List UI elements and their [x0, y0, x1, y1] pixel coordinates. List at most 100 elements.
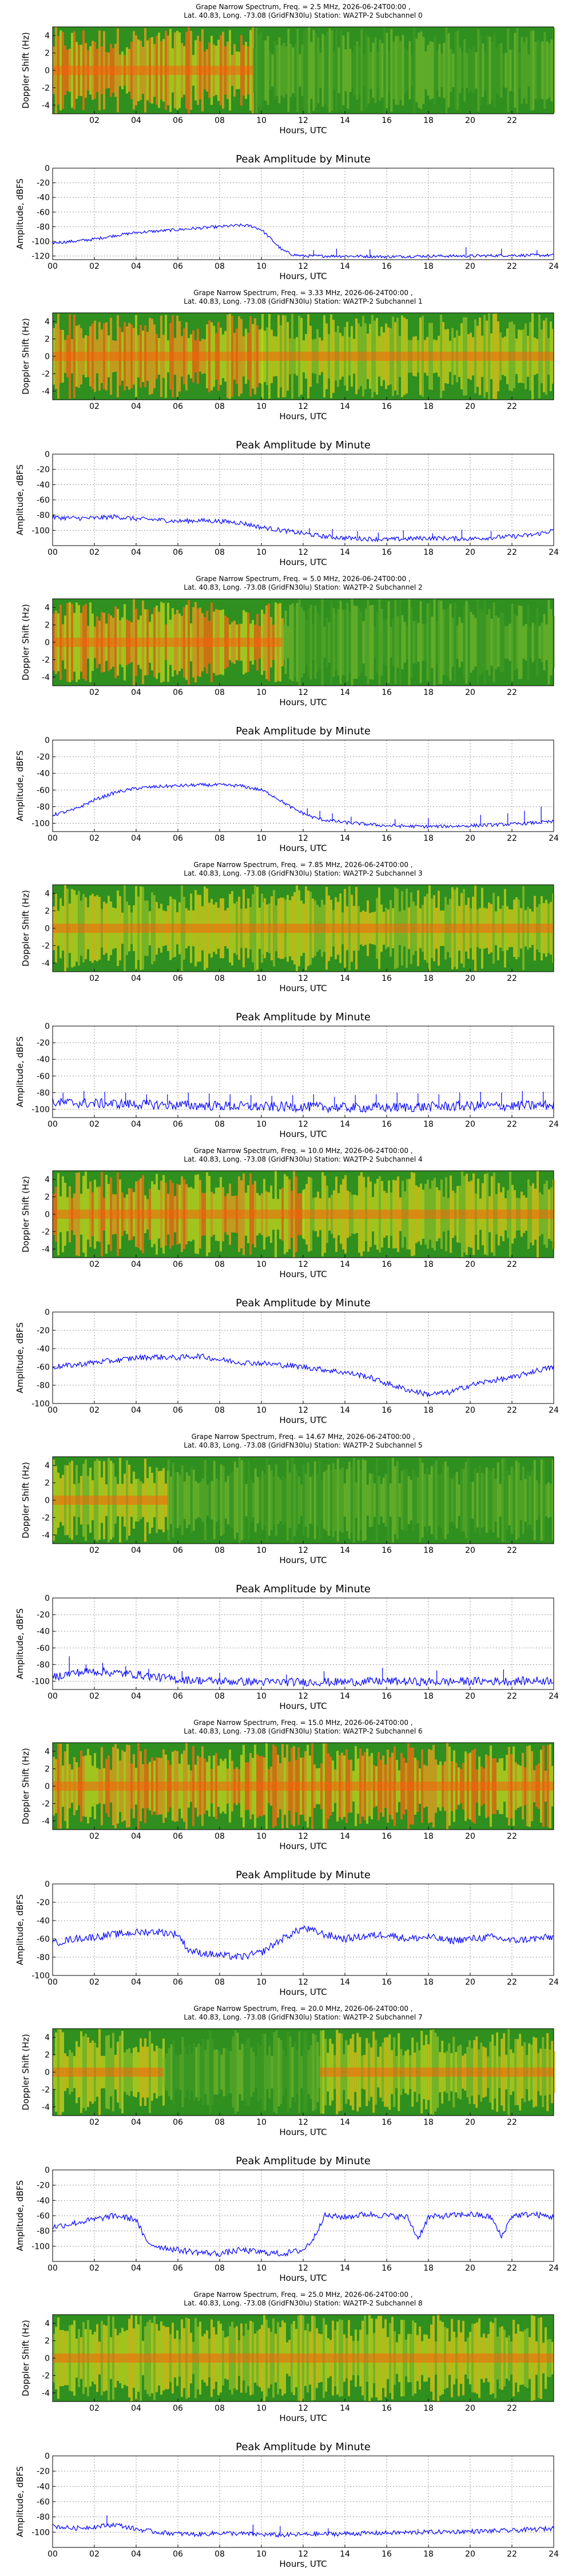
spectrum-cell — [229, 1473, 232, 1527]
x-tick-label: 22 — [507, 2118, 517, 2127]
spectrum-cell — [284, 610, 287, 674]
x-tick-label: 18 — [423, 2118, 434, 2127]
spectrum-cell — [535, 1480, 538, 1520]
y-tick-label: 4 — [45, 31, 50, 41]
spectrum-cell — [305, 619, 308, 665]
spectrum-cell — [307, 608, 310, 677]
x-axis-label: Hours, UTC — [279, 1555, 327, 1565]
x-tick-label: 14 — [340, 1832, 350, 1841]
spectrum-cell — [194, 1481, 197, 1520]
x-tick-label: 18 — [423, 1120, 434, 1129]
spectrum-cell — [438, 600, 440, 685]
x-tick-label: 14 — [340, 834, 350, 843]
spectrum-cell — [374, 627, 376, 658]
x-tick-label: 24 — [549, 262, 559, 271]
spectrum-cell — [428, 602, 431, 682]
x-tick-label: 08 — [214, 834, 225, 843]
spectrum-cell — [458, 1484, 460, 1516]
x-tick-label: 16 — [382, 548, 392, 557]
y-tick-label: -20 — [37, 179, 50, 188]
spectrum-cell — [298, 2031, 301, 2113]
y-tick-label: 4 — [45, 603, 50, 613]
x-tick-label: 18 — [423, 1692, 434, 1701]
y-tick-label: 0 — [45, 164, 50, 173]
spectrum-cell — [431, 42, 434, 99]
x-tick-label: 10 — [256, 1406, 267, 1415]
spectrum-cell — [200, 2046, 202, 2098]
spectrum-cell — [337, 609, 340, 676]
spectrum-cell — [451, 1478, 454, 1522]
amplitude-title: Peak Amplitude by Minute — [236, 1583, 371, 1595]
spectrum-cell — [531, 1470, 534, 1531]
spectrum-cell — [275, 1464, 277, 1536]
spectrum-cell — [375, 1458, 378, 1543]
spectrum-cell — [408, 41, 411, 100]
x-axis-label: Hours, UTC — [279, 1415, 327, 1425]
spectrum-cell — [236, 1468, 239, 1533]
spectrum-cell — [269, 51, 272, 90]
spectrum-cell — [284, 2056, 287, 2088]
spectrum-cell — [183, 1481, 186, 1520]
spectrum-cell — [363, 54, 366, 87]
spectrum-cell — [419, 1458, 422, 1543]
y-axis-label: Amplitude, dBFS — [15, 1894, 25, 1965]
spectrum-cell — [300, 2056, 303, 2089]
y-axis-label: Doppler Shift (Hz) — [21, 2034, 31, 2110]
x-tick-label: 16 — [382, 974, 392, 983]
spectrum-cell — [181, 2037, 184, 2108]
spectrum-cell — [378, 1476, 380, 1525]
spectrum-panel: Grape Narrow Spectrum, Freq. = 25.0 MHz,… — [21, 2291, 554, 2423]
spectrum-cell — [537, 39, 539, 101]
spectrum-cell — [287, 29, 290, 112]
spectrum-cell — [348, 611, 351, 673]
x-tick-label: 06 — [173, 1546, 183, 1555]
x-tick-label: 18 — [423, 2550, 434, 2559]
x-tick-label: 10 — [256, 834, 267, 843]
spectrum-cell — [452, 53, 455, 88]
x-tick-label: 20 — [465, 116, 475, 125]
spectrum-cell — [233, 1461, 236, 1539]
spectrum-cell — [471, 1481, 474, 1519]
spectrum-cell — [312, 30, 315, 111]
x-tick-label: 12 — [298, 834, 308, 843]
y-tick-label: 0 — [45, 1210, 50, 1219]
spectrum-cell — [485, 1467, 488, 1533]
y-tick-label: -80 — [37, 511, 50, 520]
spectrum-cell — [206, 2040, 209, 2105]
spectrum-cell — [529, 1476, 531, 1525]
spectrum-cell — [202, 2039, 205, 2105]
x-tick-label: 10 — [256, 2264, 267, 2273]
x-tick-label: 22 — [507, 2264, 517, 2273]
spectrum-cell — [486, 614, 488, 670]
y-tick-label: -2 — [42, 84, 50, 93]
spectrum-cell — [197, 1483, 200, 1517]
spectrum-cell — [407, 1476, 410, 1524]
spectrum-cell — [509, 50, 512, 91]
spectrum-cell — [413, 27, 416, 114]
spectrum-cell — [262, 40, 265, 101]
doppler-trace — [261, 352, 554, 361]
spectrum-cell — [412, 1469, 415, 1531]
x-tick-label: 12 — [298, 262, 308, 271]
spectrum-cell — [190, 1467, 193, 1533]
y-axis-label: Doppler Shift (Hz) — [21, 2320, 31, 2396]
spectrum-cell — [339, 1469, 341, 1532]
spectrum-cell — [273, 41, 276, 100]
y-tick-label: 2 — [45, 2051, 50, 2060]
amplitude-panel: Peak Amplitude by Minute 0 -20 -40 -60 -80 -10… — [15, 439, 559, 567]
x-tick-label: 14 — [340, 402, 350, 411]
amplitude-title: Peak Amplitude by Minute — [236, 2155, 371, 2167]
spectrum-cell — [437, 1474, 440, 1526]
spectrum-cell — [529, 626, 532, 658]
x-tick-label: 10 — [256, 262, 267, 271]
spectrum-cell — [272, 1476, 275, 1525]
x-tick-label: 24 — [549, 1978, 559, 1987]
spectrum-cell — [229, 2051, 232, 2093]
spectrum-cell — [551, 1459, 554, 1541]
spectrum-cell — [534, 41, 537, 100]
spectrum-cell — [319, 615, 321, 669]
x-tick-label: 16 — [382, 2118, 392, 2127]
x-tick-label: 08 — [214, 116, 225, 125]
y-axis-label: Amplitude, dBFS — [15, 1036, 25, 1107]
spectrum-cell — [466, 53, 468, 88]
